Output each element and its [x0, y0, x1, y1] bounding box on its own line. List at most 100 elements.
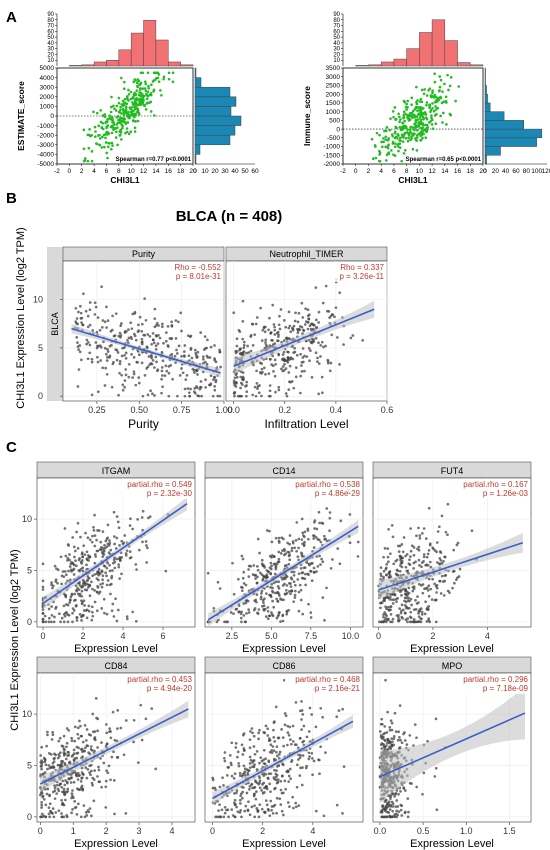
data-point — [80, 316, 84, 320]
data-point — [40, 803, 44, 807]
data-point — [92, 799, 96, 803]
data-point — [105, 537, 109, 541]
data-point — [91, 712, 95, 716]
data-point — [214, 378, 218, 382]
data-point — [91, 614, 95, 618]
data-point — [94, 697, 98, 700]
data-point — [123, 379, 127, 382]
data-point — [118, 362, 122, 366]
data-point — [292, 573, 296, 577]
data-point — [385, 815, 388, 819]
data-point — [237, 577, 240, 581]
data-point — [111, 314, 114, 318]
data-point — [166, 344, 170, 347]
data-point — [264, 757, 267, 761]
data-point — [383, 611, 387, 614]
data-point — [106, 156, 109, 160]
data-point — [298, 325, 302, 328]
data-point — [256, 387, 259, 390]
data-point — [433, 72, 436, 76]
data-point — [83, 157, 87, 160]
data-point — [239, 808, 243, 812]
data-point — [264, 724, 268, 728]
data-point — [130, 113, 133, 117]
data-point — [265, 569, 269, 572]
data-point — [297, 537, 301, 541]
data-point — [267, 372, 271, 375]
data-point — [127, 132, 131, 136]
data-point — [386, 547, 390, 550]
data-point — [406, 99, 410, 103]
data-point — [440, 101, 444, 105]
data-point — [418, 534, 422, 537]
data-point — [328, 369, 332, 373]
y-tick-label: 10 — [22, 514, 32, 524]
data-point — [217, 809, 220, 812]
data-point — [71, 611, 74, 615]
x-tick-label: 14 — [152, 168, 160, 175]
data-point — [316, 360, 319, 363]
data-point — [415, 118, 419, 122]
data-point — [260, 339, 264, 342]
data-point — [252, 745, 256, 748]
data-point — [384, 605, 387, 609]
data-point — [277, 323, 281, 327]
data-point — [64, 573, 68, 577]
data-point — [53, 784, 56, 787]
data-point — [417, 121, 420, 124]
data-point — [287, 780, 291, 783]
facet-strip-label: CD84 — [104, 661, 127, 671]
data-point — [170, 352, 174, 356]
hist-top-bar — [180, 64, 194, 67]
data-point — [274, 705, 278, 709]
data-point — [272, 721, 276, 724]
hist-top-tick-label: 50 — [333, 35, 340, 41]
hist-side-tick-label: 60 — [512, 168, 520, 175]
data-point — [233, 803, 237, 807]
data-point — [439, 114, 442, 118]
data-point — [402, 116, 405, 120]
data-point — [401, 608, 405, 612]
data-point — [105, 359, 109, 362]
stat-rho: partial.rho = 0.549 — [127, 480, 192, 489]
data-point — [392, 115, 395, 119]
data-point — [223, 805, 227, 809]
data-point — [39, 754, 43, 757]
data-point — [106, 124, 110, 127]
data-point — [438, 89, 441, 92]
x-tick-label: -2 — [340, 168, 346, 175]
data-point — [417, 545, 421, 549]
data-point — [136, 119, 140, 123]
data-point — [272, 323, 276, 326]
data-point — [413, 723, 417, 726]
data-point — [85, 563, 88, 567]
data-point — [74, 559, 77, 563]
data-point — [379, 733, 383, 737]
data-point — [256, 537, 260, 541]
data-point — [280, 774, 284, 778]
data-point — [58, 751, 62, 755]
data-point — [122, 114, 126, 117]
data-point — [395, 815, 399, 819]
data-point — [242, 343, 246, 347]
data-point — [251, 573, 255, 576]
data-point — [242, 602, 246, 605]
data-point — [159, 89, 162, 92]
data-point — [419, 105, 422, 109]
data-point — [238, 394, 241, 398]
data-point — [254, 322, 258, 326]
data-point — [305, 735, 309, 739]
data-point — [240, 589, 244, 593]
data-point — [141, 71, 145, 75]
data-point — [293, 589, 297, 593]
data-point — [418, 100, 422, 103]
data-point — [273, 328, 277, 332]
data-point — [317, 321, 320, 324]
data-point — [255, 750, 259, 753]
data-point — [114, 127, 117, 130]
stat-p: p = 2.32e-30 — [147, 489, 193, 498]
data-point — [399, 808, 403, 812]
x-tick-label: 10.0 — [342, 631, 360, 641]
y-axis-label: Immune_score — [302, 86, 312, 146]
data-point — [356, 540, 360, 544]
